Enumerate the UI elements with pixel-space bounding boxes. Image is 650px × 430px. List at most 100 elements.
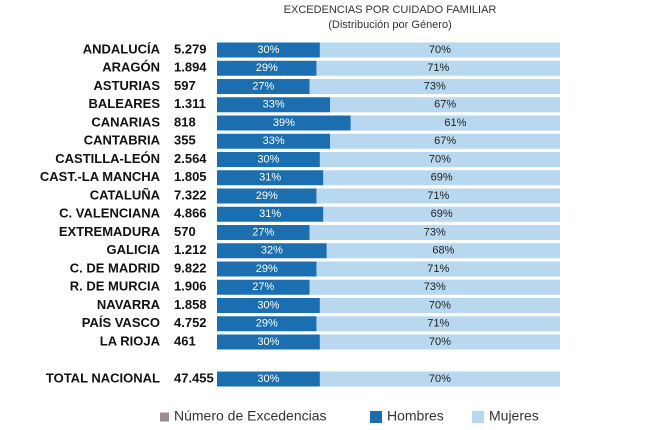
value-label: 71%: [427, 263, 449, 275]
count-label: 355: [174, 133, 196, 148]
bar-segment: [217, 133, 331, 149]
value-label: 29%: [256, 318, 278, 330]
bar-segment: [217, 298, 320, 313]
bar-segment: [309, 79, 560, 94]
category-label: CANARIAS: [91, 114, 160, 129]
value-label: 71%: [427, 190, 449, 202]
value-label: 69%: [431, 172, 453, 184]
value-label: 73%: [424, 281, 446, 293]
bar-segment: [217, 316, 317, 332]
category-label: R. DE MURCIA: [70, 279, 161, 294]
value-label: 73%: [424, 80, 446, 92]
bar-segment: [319, 152, 560, 167]
bar-segment: [217, 188, 317, 204]
category-label: CASTILLA-LEÓN: [55, 151, 160, 166]
bar-segment: [330, 97, 560, 113]
category-label: PAÍS VASCO: [82, 315, 160, 330]
bar-segment: [217, 206, 324, 222]
count-label: 1.212: [174, 242, 207, 257]
bar-segment: [323, 170, 560, 186]
count-label: 597: [174, 78, 196, 93]
bar-segment: [217, 279, 310, 295]
value-label: 67%: [434, 99, 456, 111]
value-label: 67%: [434, 135, 456, 147]
category-label: CATALUÑA: [90, 187, 161, 202]
value-label: 71%: [427, 318, 449, 330]
bar-segment: [319, 371, 560, 387]
count-label: 9.822: [174, 260, 207, 275]
bar-segment: [309, 225, 560, 240]
bar-segment: [217, 225, 310, 240]
bar-segment: [309, 279, 560, 295]
value-label: 31%: [259, 208, 281, 220]
value-label: 27%: [252, 80, 274, 92]
count-label: 47.455: [174, 370, 214, 385]
chart-subtitle: (Distribución por Género): [328, 19, 452, 31]
value-label: 29%: [256, 263, 278, 275]
value-label: 32%: [261, 245, 283, 257]
value-label: 33%: [263, 135, 285, 147]
category-label: NAVARRA: [97, 297, 161, 312]
value-label: 61%: [444, 117, 466, 129]
value-label: 39%: [273, 117, 295, 129]
value-label: 71%: [427, 62, 449, 74]
category-label: ASTURIAS: [94, 78, 161, 93]
bar-segment: [217, 334, 320, 350]
category-label: ANDALUCÍA: [83, 41, 161, 56]
value-label: 30%: [257, 299, 279, 311]
count-label: 2.564: [174, 151, 207, 166]
count-label: 1.858: [174, 297, 207, 312]
bar-segment: [330, 133, 560, 149]
bar-segment: [316, 188, 560, 204]
bar-segment: [217, 79, 310, 94]
chart-title: EXCEDENCIAS POR CUIDADO FAMILIAR: [284, 4, 497, 16]
category-label: GALICIA: [107, 242, 161, 257]
bar-segment: [319, 298, 560, 313]
count-label: 4.866: [174, 206, 207, 221]
value-label: 27%: [252, 281, 274, 293]
value-label: 69%: [431, 208, 453, 220]
bar-segment: [323, 206, 560, 222]
category-label: C. DE MADRID: [70, 260, 160, 275]
value-label: 27%: [252, 226, 274, 238]
count-label: 818: [174, 114, 196, 129]
category-label: ARAGÓN: [102, 60, 160, 75]
value-label: 70%: [429, 299, 451, 311]
value-label: 68%: [432, 245, 454, 257]
count-label: 1.906: [174, 279, 207, 294]
category-label: TOTAL NACIONAL: [46, 370, 160, 385]
category-label: LA RIOJA: [100, 333, 161, 348]
count-label: 1.311: [174, 96, 206, 111]
count-label: 7.322: [174, 187, 207, 202]
bar-segment: [217, 115, 351, 131]
count-label: 570: [174, 224, 196, 239]
bar-segment: [217, 60, 317, 76]
bar-segment: [217, 152, 320, 167]
legend-label: Hombres: [387, 408, 444, 424]
value-label: 70%: [429, 373, 451, 385]
bar-segment: [217, 243, 327, 259]
value-label: 30%: [257, 336, 279, 348]
value-label: 70%: [429, 153, 451, 165]
count-label: 5.279: [174, 41, 207, 56]
legend-label: Número de Excedencias: [174, 408, 327, 424]
bar-segment: [350, 115, 560, 131]
value-label: 70%: [429, 336, 451, 348]
category-label: CAST.-LA MANCHA: [40, 169, 161, 184]
value-label: 33%: [263, 99, 285, 111]
bar-segment: [319, 42, 560, 58]
bar-segment: [217, 261, 317, 277]
count-label: 1.894: [174, 60, 207, 75]
bar-segment: [316, 316, 560, 332]
bar-segment: [326, 243, 560, 259]
bar-segment: [319, 334, 560, 350]
bar-segment: [217, 170, 324, 186]
count-label: 461: [174, 333, 196, 348]
value-label: 29%: [256, 62, 278, 74]
category-label: CANTABRIA: [84, 133, 161, 148]
value-label: 73%: [424, 226, 446, 238]
category-label: C. VALENCIANA: [59, 206, 160, 221]
bar-segment: [217, 97, 331, 113]
bar-segment: [217, 42, 320, 58]
